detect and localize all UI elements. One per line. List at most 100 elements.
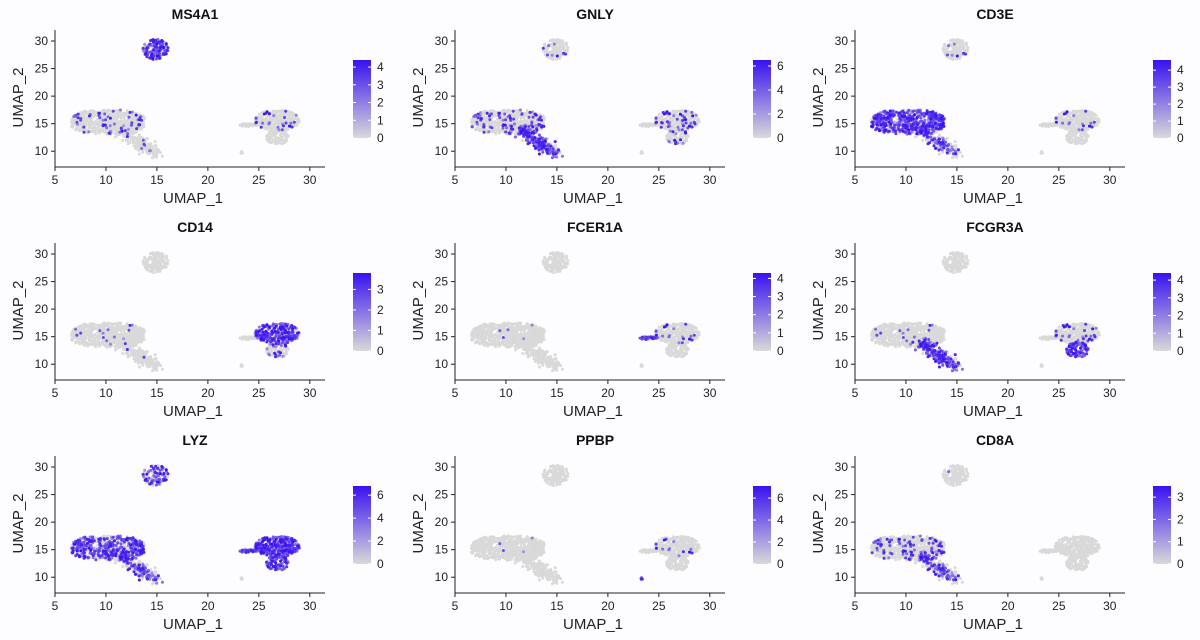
cell-point xyxy=(145,46,149,50)
cell-point xyxy=(108,116,112,120)
cell-point xyxy=(947,44,951,48)
cell-point xyxy=(558,46,562,50)
cell-point xyxy=(505,126,509,130)
cell-point xyxy=(521,127,525,131)
cell-point xyxy=(504,118,508,122)
cell-point xyxy=(955,155,959,159)
cell-point xyxy=(873,116,877,120)
cell-point xyxy=(1068,129,1072,133)
cell-point xyxy=(141,150,145,154)
cell-point xyxy=(289,121,293,125)
cell-point xyxy=(961,40,965,44)
cell-point xyxy=(668,116,672,120)
x-tick-label: 25 xyxy=(1052,173,1066,187)
cell-point xyxy=(155,147,158,151)
cell-point xyxy=(541,150,545,154)
x-tick-label: 30 xyxy=(303,173,317,187)
cell-point xyxy=(932,144,936,148)
cell-point xyxy=(88,114,91,118)
cell-point xyxy=(949,50,953,54)
cell-point xyxy=(921,124,925,128)
cell-point xyxy=(665,134,669,138)
cell-point xyxy=(1085,118,1089,121)
cell-point xyxy=(481,120,485,124)
cell-point xyxy=(955,54,959,58)
cell-point xyxy=(671,124,675,128)
cell-point xyxy=(937,140,941,144)
cell-point xyxy=(503,109,507,113)
y-tick-label: 25 xyxy=(35,275,49,289)
cell-point xyxy=(148,42,152,46)
cell-point xyxy=(1057,112,1061,116)
cell-point xyxy=(161,253,165,257)
cell-point xyxy=(284,121,288,125)
cell-point xyxy=(137,133,141,137)
cell-point xyxy=(517,132,521,136)
cell-point xyxy=(525,139,529,142)
cell-point xyxy=(962,47,966,51)
cell-point xyxy=(111,127,115,131)
cell-point xyxy=(272,132,276,136)
cell-point xyxy=(534,146,537,150)
cell-point xyxy=(870,124,873,128)
cell-point xyxy=(887,129,891,133)
cell-point xyxy=(268,116,272,120)
cell-point xyxy=(537,148,541,152)
cell-point xyxy=(537,137,541,141)
cell-point xyxy=(964,43,968,47)
cell-point xyxy=(943,42,947,46)
y-tick-label: 10 xyxy=(435,144,449,158)
cell-point xyxy=(910,124,913,128)
cell-point xyxy=(145,260,149,264)
cell-point xyxy=(532,131,536,135)
y-tick-label: 15 xyxy=(835,117,849,131)
cell-point xyxy=(693,122,697,126)
cell-point xyxy=(898,116,902,120)
cell-point xyxy=(551,147,555,151)
legend-tick-label: 4 xyxy=(1177,63,1184,77)
cell-point xyxy=(540,125,544,129)
scatter-points xyxy=(70,250,301,373)
cell-point xyxy=(151,57,155,60)
legend-colorbar xyxy=(1153,60,1171,138)
cell-point xyxy=(501,118,505,122)
cell-point xyxy=(893,123,897,127)
cell-point xyxy=(561,51,565,55)
cell-point xyxy=(288,124,291,128)
cell-point xyxy=(956,148,960,152)
cell-point xyxy=(474,113,477,117)
legend-tick-label: 6 xyxy=(777,59,784,73)
cell-point xyxy=(1059,125,1063,129)
cell-point xyxy=(141,138,145,142)
cell-point xyxy=(133,136,137,140)
cell-point xyxy=(283,139,287,143)
cell-point xyxy=(1084,109,1088,113)
cell-point xyxy=(270,140,274,144)
cell-point xyxy=(679,138,682,142)
cell-point xyxy=(278,122,281,126)
cell-point xyxy=(154,262,158,266)
x-tick-label: 5 xyxy=(52,173,59,187)
cell-point xyxy=(238,123,242,127)
x-axis-label: UMAP_1 xyxy=(963,190,1023,207)
cell-point xyxy=(562,47,566,51)
cell-point xyxy=(554,144,558,148)
cell-point xyxy=(258,118,262,122)
scatter-points xyxy=(470,37,701,160)
cell-point xyxy=(537,133,541,137)
cell-point xyxy=(274,119,278,123)
cell-point xyxy=(550,53,554,57)
cell-point xyxy=(1038,123,1042,127)
cell-point xyxy=(922,114,926,118)
cell-point xyxy=(105,126,109,130)
cell-point xyxy=(257,112,261,116)
cell-point xyxy=(928,141,931,145)
cell-point xyxy=(501,129,505,133)
cell-point xyxy=(143,265,147,269)
cell-point xyxy=(123,129,127,133)
cell-point xyxy=(1065,110,1069,114)
cell-point xyxy=(134,144,137,148)
cell-point xyxy=(479,123,483,127)
cell-point xyxy=(517,126,521,130)
